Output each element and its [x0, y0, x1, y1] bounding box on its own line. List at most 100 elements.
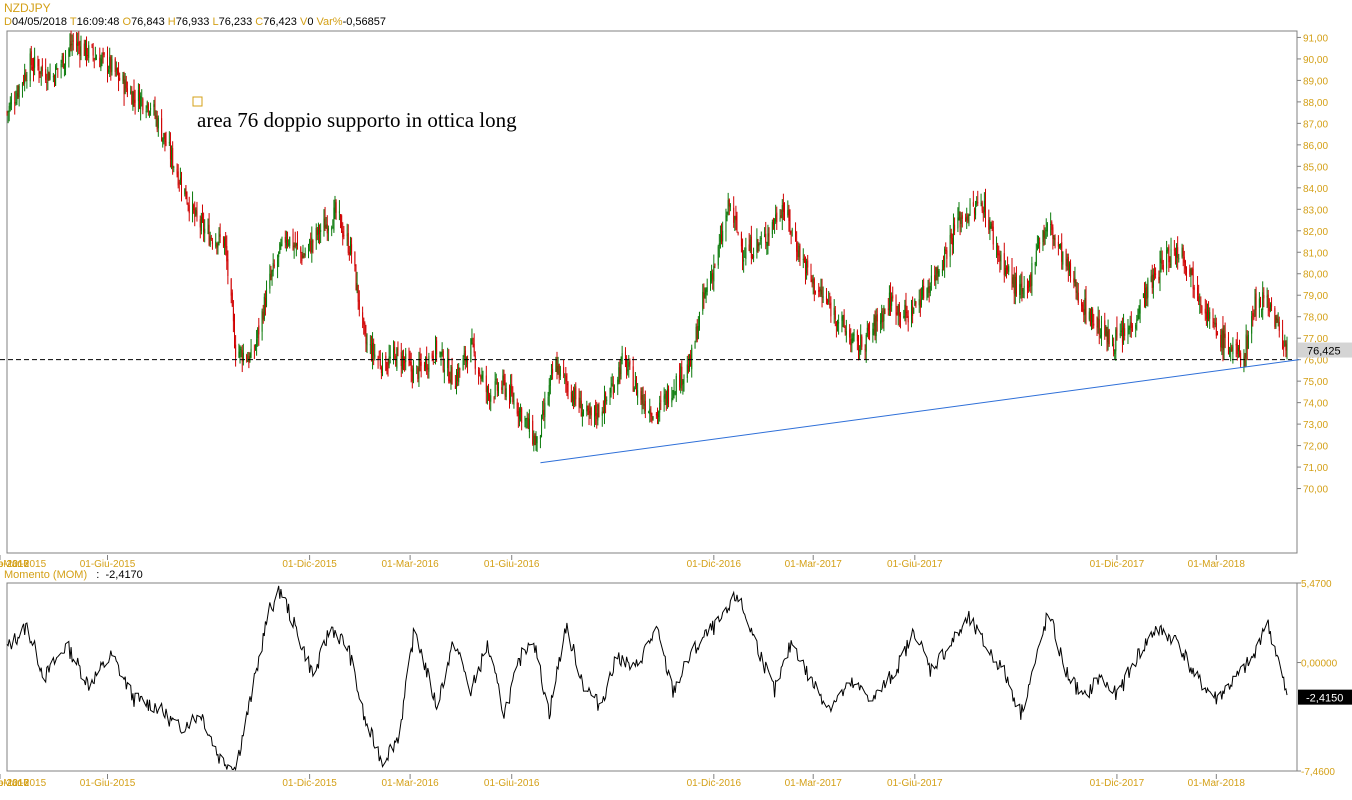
candle-body [1084, 297, 1086, 315]
candle-body [897, 305, 899, 315]
candle-body [196, 211, 198, 218]
candle-body [722, 230, 724, 242]
candle-body [1034, 263, 1036, 265]
candle-body [102, 52, 104, 54]
candle-body [16, 93, 18, 102]
candle-body [154, 105, 156, 117]
candle-body [258, 325, 260, 335]
candle-body [818, 290, 820, 292]
candle-body [169, 142, 171, 160]
candle-body [474, 355, 476, 369]
candle-body [1124, 328, 1126, 336]
candle-body [218, 231, 220, 240]
candle-body [617, 379, 619, 385]
momentum-x-tick-label: 01-Mar-2016 [381, 778, 439, 789]
candle-body [891, 296, 893, 306]
candle-body [278, 251, 280, 258]
candle-body [1045, 229, 1047, 231]
time-value: 16:09:48 [76, 16, 120, 28]
candle-body [60, 63, 62, 68]
candle-body [787, 209, 789, 216]
price-y-tick-label: 76,00 [1303, 356, 1328, 367]
candle-body [25, 74, 27, 81]
candle-body [161, 118, 163, 141]
candle-body [462, 358, 464, 371]
candle-body [899, 313, 901, 317]
candle-body [1244, 355, 1246, 357]
candle-body [1038, 244, 1040, 248]
momentum-x-tick-label: 01-Giu-2015 [80, 778, 136, 789]
candle-body [53, 77, 55, 84]
momentum-pane[interactable]: 5,4700 0,00000 -7,4600 -2,4150 -Mar-2015 01-G… [0, 579, 1352, 789]
candle-body [682, 380, 684, 384]
candle-body [1261, 308, 1263, 310]
indicator-value: -2,4170 [105, 569, 143, 581]
candle-body [687, 365, 689, 372]
candle-body [208, 224, 210, 245]
candle-body [122, 74, 124, 82]
candle-body [969, 203, 971, 216]
candle-body [776, 212, 778, 223]
candle-body [542, 410, 544, 416]
candle-body [965, 217, 967, 222]
candle-body [990, 223, 992, 225]
candle-body [509, 385, 511, 402]
candle-body [1022, 289, 1024, 294]
price-x-tick-label: 01-Mar-2018 [1188, 559, 1246, 570]
candle-body [1168, 246, 1170, 263]
candle-body [820, 290, 822, 295]
high-key: H [167, 16, 176, 28]
candle-body [107, 53, 109, 72]
price-x-tick-label: -Mar-2015 [0, 559, 47, 570]
candle-body [890, 290, 892, 309]
candle-body [1159, 260, 1161, 280]
candle-body [918, 299, 920, 306]
candle-body [450, 365, 452, 380]
candle-body [131, 91, 133, 105]
candle-body [295, 243, 297, 246]
candle-body [717, 246, 719, 266]
candle-body [710, 279, 712, 286]
price-y-tick-label: 78,00 [1303, 313, 1328, 324]
price-x-tick-label: 01-Dic-2016 [687, 559, 742, 570]
candle-body [749, 239, 751, 252]
candle-body [1253, 316, 1255, 319]
candle-body [231, 292, 233, 307]
candle-body [1135, 324, 1137, 329]
price-x-tick-label: 01-Dic-2015 [282, 559, 337, 570]
candle-body [235, 344, 237, 358]
candle-body [311, 237, 313, 253]
candle-body [365, 335, 367, 344]
open-value: 76,843 [131, 16, 165, 28]
candle-body [1093, 323, 1095, 326]
candle-body [209, 236, 211, 246]
price-pane[interactable]: 91,00 90,00 89,00 88,00 87,00 86,00 85,00 84,00… [0, 30, 1352, 570]
candle-body [364, 322, 366, 334]
candle-body [920, 298, 922, 305]
candle-body [219, 234, 221, 237]
candle-body [1142, 293, 1144, 298]
candle-body [742, 249, 744, 259]
candle-body [1051, 222, 1053, 230]
candle-body [457, 372, 459, 381]
candle-body [1170, 249, 1172, 267]
candle-body [87, 55, 89, 57]
candle-body [866, 327, 868, 337]
candle-body [1035, 250, 1037, 266]
candle-body [1266, 295, 1268, 298]
candle-body [230, 279, 232, 296]
candle-body [210, 237, 212, 239]
candle-body [1192, 268, 1194, 290]
candle-body [1107, 331, 1109, 343]
candle-body [957, 217, 959, 229]
candle-body [634, 379, 636, 387]
candle-body [1153, 273, 1155, 275]
candle-body [640, 391, 642, 400]
candle-body [1068, 263, 1070, 273]
symbol-title: NZDJPY [4, 1, 51, 15]
price-y-tick-label: 90,00 [1303, 55, 1328, 66]
candle-body [905, 302, 907, 316]
momentum-x-tick-label: 01-Mar-2017 [785, 778, 843, 789]
candle-body [822, 296, 824, 298]
